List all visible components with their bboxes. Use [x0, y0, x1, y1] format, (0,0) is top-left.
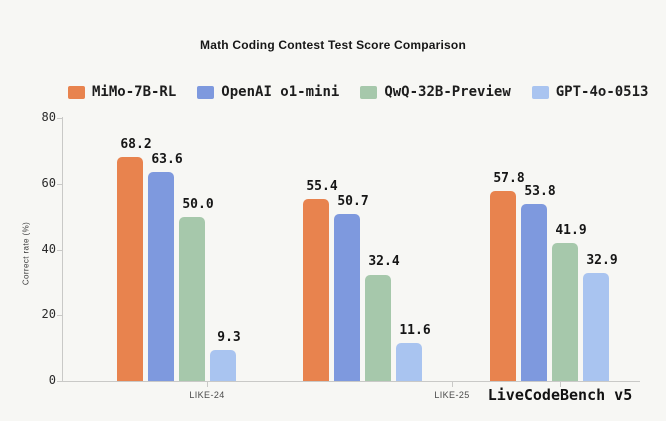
legend-swatch	[68, 85, 85, 99]
bar	[148, 171, 174, 381]
bar-value-label: 32.9	[586, 252, 618, 268]
bar-value-label: 50.7	[337, 194, 369, 210]
x-tick	[452, 382, 453, 387]
bar-value-label: 41.9	[555, 223, 587, 239]
bar-value-label: 57.8	[493, 170, 525, 186]
bar-value-label: 53.8	[524, 184, 556, 200]
legend-item: GPT-4o-0513	[531, 84, 649, 100]
category-label: LiveCodeBench v5	[487, 386, 633, 404]
x-tick	[560, 382, 561, 387]
y-tick-label: 60	[41, 175, 56, 190]
bar-value-label: 32.4	[368, 254, 400, 270]
bar	[396, 342, 422, 381]
chart-title: Math Coding Contest Test Score Compariso…	[200, 38, 466, 52]
category-label: LIKE-24	[189, 390, 225, 400]
y-tick-label: 80	[41, 110, 56, 124]
bar	[179, 216, 205, 381]
legend-label: QwQ-32B-Preview	[384, 84, 511, 100]
bar-value-label: 68.2	[120, 136, 152, 152]
bar-value-label: 11.6	[399, 322, 431, 338]
bar	[210, 350, 236, 381]
legend: MiMo-7B-RL OpenAI o1-mini QwQ-32B-Preview G…	[68, 84, 648, 100]
y-tick	[57, 249, 62, 251]
category-label: LIKE-25	[434, 390, 470, 400]
legend-swatch	[360, 85, 378, 99]
bar	[303, 198, 329, 381]
bar	[583, 272, 609, 381]
legend-label: GPT-4o-0513	[555, 84, 649, 100]
legend-label: OpenAI o1-mini	[221, 84, 340, 100]
y-tick	[57, 315, 62, 317]
bar-value-label: 55.4	[306, 178, 338, 194]
y-tick-label: 0	[48, 373, 56, 387]
bar-value-label: 63.6	[151, 151, 183, 167]
bar-value-label: 9.3	[217, 330, 241, 346]
legend-item: MiMo-7B-RL	[68, 84, 176, 100]
bar	[552, 243, 578, 381]
bar	[334, 214, 360, 381]
x-tick	[207, 382, 208, 387]
legend-swatch	[531, 85, 549, 99]
x-axis	[62, 381, 640, 382]
bar	[117, 156, 143, 381]
bar-value-label: 50.0	[182, 196, 214, 212]
legend-label: MiMo-7B-RL	[92, 84, 177, 100]
legend-swatch	[197, 85, 215, 99]
legend-item: QwQ-32B-Preview	[360, 84, 511, 100]
bar	[490, 190, 516, 381]
legend-item: OpenAI o1-mini	[197, 84, 339, 100]
y-tick	[57, 183, 62, 185]
y-axis	[62, 117, 63, 382]
y-tick	[57, 118, 62, 119]
bar	[365, 274, 391, 381]
bar	[521, 204, 547, 381]
y-tick-label: 40	[41, 241, 56, 256]
y-tick	[57, 381, 62, 382]
y-tick-label: 20	[41, 307, 56, 322]
